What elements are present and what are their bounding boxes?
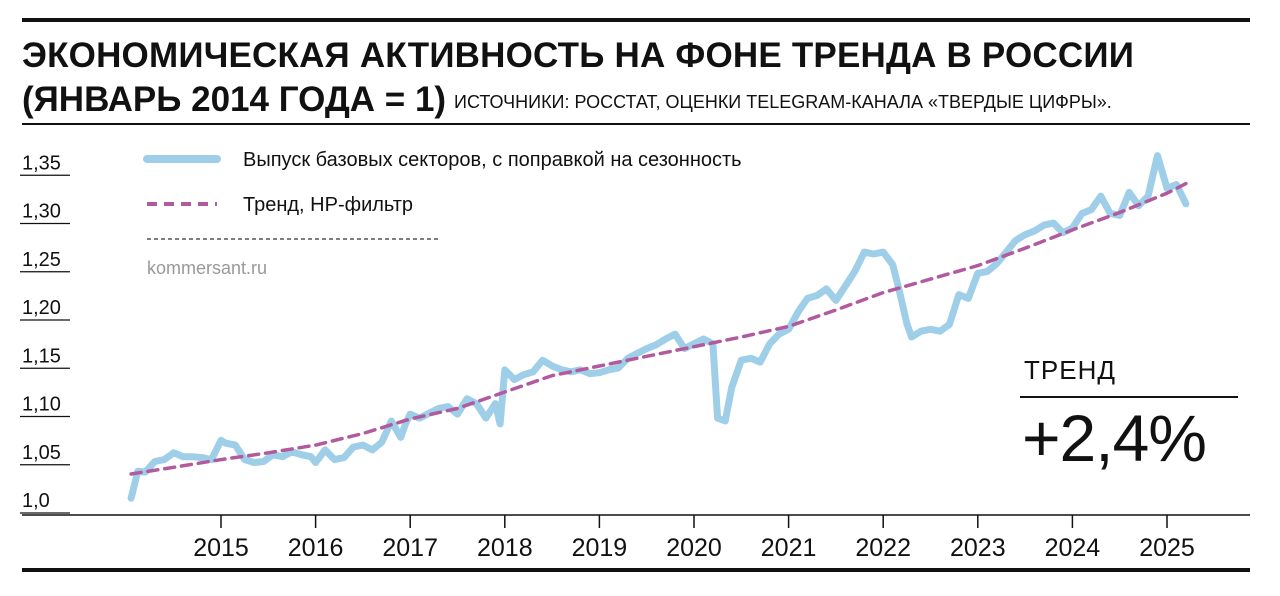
y-tick-label: 1,15	[22, 345, 61, 367]
x-tick-label: 2019	[572, 534, 628, 562]
x-tick-label: 2017	[382, 534, 438, 562]
y-tick-label: 1,05	[22, 442, 61, 464]
legend-label-output: Выпуск базовых секторов, с поправкой на …	[243, 149, 742, 171]
chart-subtitle: (ЯНВАРЬ 2014 ГОДА = 1)	[22, 80, 447, 119]
y-axis: 1,0 1,05 1,10 1,15 1,20 1,25 1,30 1,35	[20, 152, 70, 514]
chart-title: ЭКОНОМИЧЕСКАЯ АКТИВНОСТЬ НА ФОНЕ ТРЕНДА …	[22, 36, 1135, 75]
y-tick-label: 1,30	[22, 201, 61, 223]
bottom-rule	[22, 568, 1250, 572]
trend-label: ТРЕНД	[1024, 355, 1116, 385]
plot-area	[127, 152, 1190, 502]
x-tick-label: 2024	[1045, 534, 1101, 562]
watermark: kommersant.ru	[147, 258, 267, 278]
header-rule	[22, 123, 1250, 125]
trend-rule	[1020, 396, 1238, 398]
y-tick-label: 1,35	[22, 152, 61, 174]
x-tick-label: 2025	[1139, 534, 1195, 562]
y-tick-label: 1,20	[22, 297, 61, 319]
x-tick-label: 2016	[288, 534, 344, 562]
x-axis: 2015 2016 2017 2018 2019 2020 2021 2022 2023 2024…	[22, 514, 1250, 562]
series-line-trend	[129, 181, 1188, 476]
top-rule	[22, 18, 1250, 22]
x-tick-label: 2015	[193, 534, 249, 562]
source-note: ИСТОЧНИКИ: РОССТАТ, ОЦЕНКИ TELEGRAM-КАНА…	[454, 92, 1112, 112]
x-tick-label: 2018	[477, 534, 533, 562]
legend: Выпуск базовых секторов, с поправкой на …	[143, 149, 742, 278]
y-tick-label: 1,0	[22, 490, 50, 512]
legend-label-trend: Тренд, HP-фильтр	[243, 194, 413, 216]
y-tick-label: 1,25	[22, 249, 61, 271]
series-line-output	[127, 152, 1190, 502]
x-tick-label: 2021	[761, 534, 817, 562]
x-tick-label: 2023	[950, 534, 1006, 562]
y-tick-label: 1,10	[22, 394, 61, 416]
x-tick-label: 2022	[855, 534, 911, 562]
trend-value: +2,4%	[1022, 401, 1207, 475]
x-tick-label: 2020	[666, 534, 722, 562]
